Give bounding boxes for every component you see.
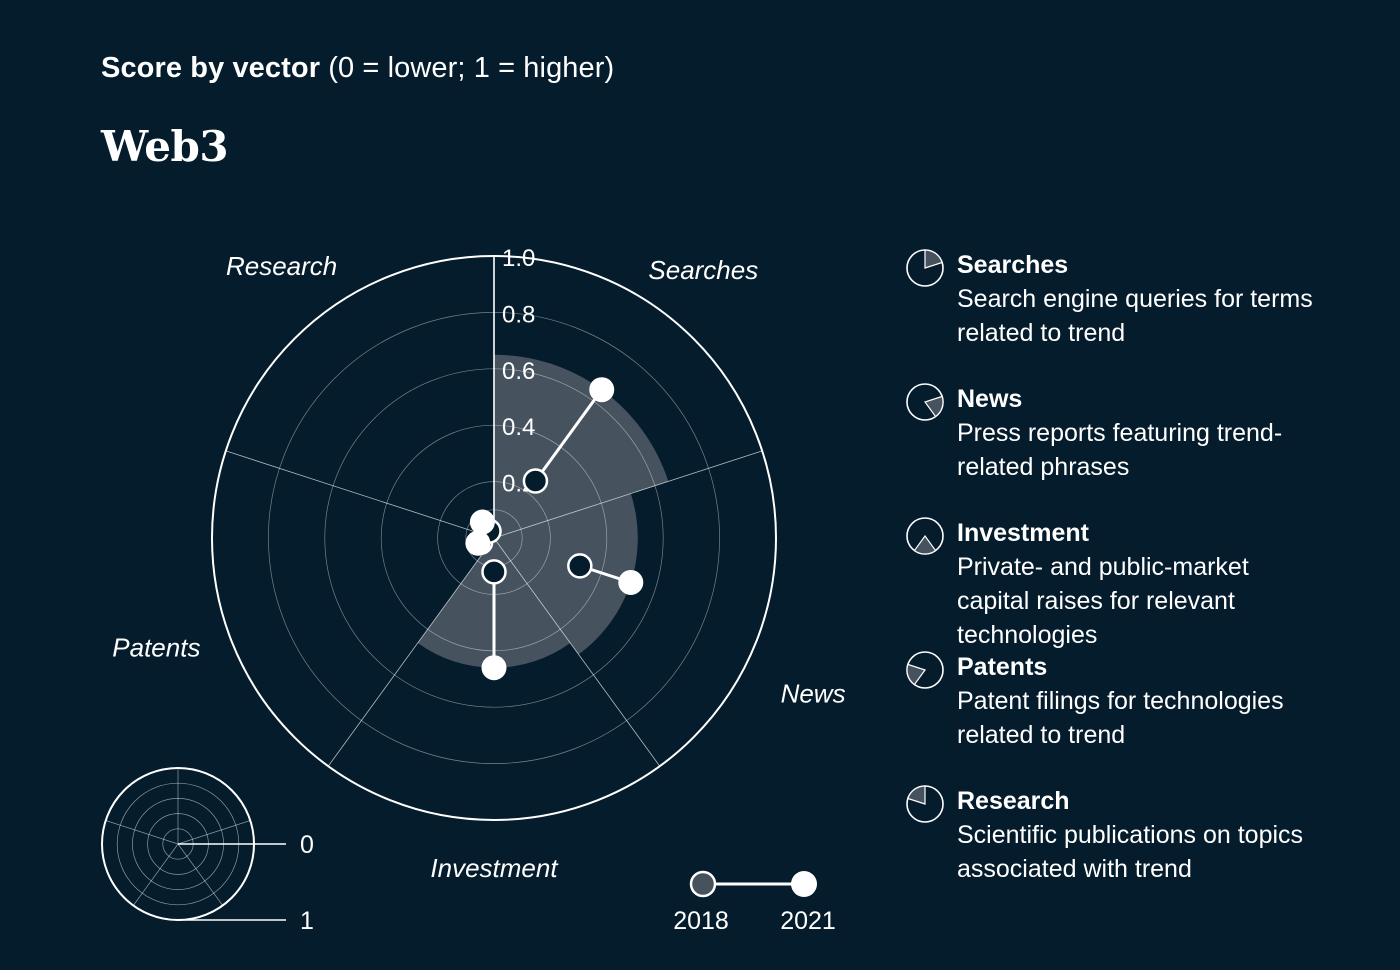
sector-divider (493, 450, 763, 539)
icon-wedge (924, 395, 944, 418)
year-legend-2021-label: 2021 (780, 907, 836, 935)
category-label-patents: Patents (112, 633, 200, 663)
icon-wedge (924, 249, 943, 269)
key-divider (133, 843, 179, 906)
legend-item-patents: Patents Patent filings for technologies … (905, 650, 1345, 784)
point-2021-investment (481, 655, 507, 681)
scale-key: 01 (101, 767, 314, 935)
key-label-zero: 0 (300, 831, 314, 859)
legend-description: Press reports featuring trend-related ph… (957, 419, 1283, 481)
vector-description-list: Searches Search engine queries for terms… (905, 248, 1345, 918)
key-divider (105, 820, 179, 845)
icon-wedge (913, 534, 937, 555)
change-line-searches (534, 388, 603, 482)
tick-label: 0.8 (502, 301, 535, 328)
legend-item-news: News Press reports featuring trend-relat… (905, 382, 1345, 516)
category-label-research: Research (226, 251, 337, 281)
legend-name: News (957, 385, 1023, 413)
key-label-one: 1 (300, 907, 314, 935)
legend-item-research: Research Scientific publications on topi… (905, 784, 1345, 918)
legend-description: Patent filings for technologies related … (957, 687, 1284, 749)
legend-description: Private- and public-market capital raise… (957, 553, 1249, 649)
year-legend-2018-label: 2018 (673, 907, 729, 935)
legend-name: Research (957, 787, 1070, 815)
chart-header: Score by vector (0 = lower; 1 = higher) (101, 52, 614, 85)
point-2021-news (618, 569, 644, 595)
header-title: Score by vector (101, 52, 321, 84)
legend-name: Searches (957, 251, 1069, 279)
legend-item-investment: Investment Private- and public-market ca… (905, 516, 1345, 650)
sector-divider (327, 537, 495, 767)
year-legend: 2018 2021 (673, 870, 836, 935)
chart-subject: Web3 (101, 122, 229, 171)
legend-item-searches: Searches Search engine queries for terms… (905, 248, 1345, 382)
legend-name: Investment (957, 519, 1089, 547)
category-label-investment: Investment (430, 853, 559, 883)
icon-wedge (907, 785, 926, 805)
research-wedge-icon (906, 785, 944, 823)
year-legend-2018-marker (689, 870, 717, 898)
category-label-searches: Searches (648, 255, 758, 285)
news-wedge-icon (906, 383, 944, 421)
point-2018-news (567, 553, 593, 579)
point-2021-research (469, 509, 495, 535)
header-scale-note: (0 = lower; 1 = higher) (328, 52, 615, 84)
tick-label: 0.4 (502, 414, 535, 441)
tick-label: 1.0 (502, 245, 535, 272)
point-2021-searches (589, 377, 615, 403)
sector-divider (493, 537, 661, 767)
key-divider (177, 820, 251, 845)
tick-label: 0.6 (502, 358, 535, 385)
searches-wedge-icon (906, 249, 944, 287)
score-wedge-news (494, 493, 638, 655)
point-2021-patents (465, 530, 491, 556)
legend-description: Scientific publications on topics associ… (957, 821, 1304, 883)
key-divider (177, 843, 223, 906)
category-label-news: News (781, 679, 846, 709)
point-2018-investment (481, 559, 507, 585)
point-2018-searches (522, 468, 549, 494)
year-legend-2021-marker (791, 871, 817, 897)
legend-description: Search engine queries for terms related … (957, 285, 1313, 347)
patents-wedge-icon (906, 651, 944, 689)
sector-divider (225, 450, 495, 539)
investment-wedge-icon (906, 517, 944, 555)
icon-wedge (906, 663, 926, 686)
legend-name: Patents (957, 653, 1048, 681)
